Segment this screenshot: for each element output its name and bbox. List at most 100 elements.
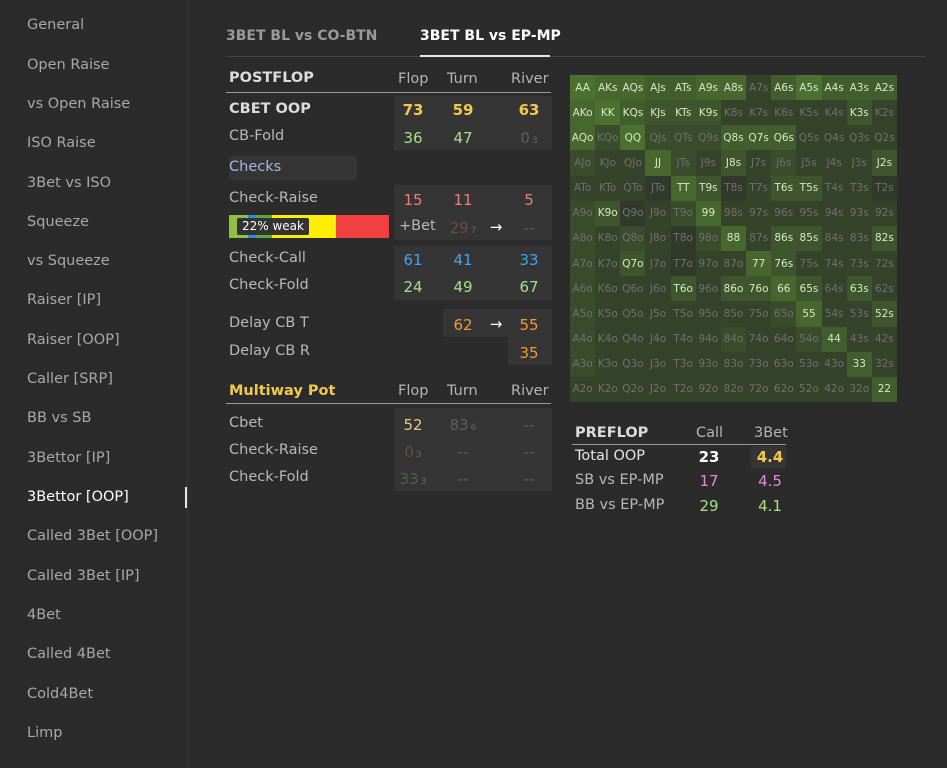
hand-cell[interactable]: A7o [570,251,596,277]
hand-cell[interactable]: J3s [846,150,872,176]
hand-cell[interactable]: Q5s [796,125,822,151]
sidebar-item-general[interactable]: General [27,17,85,33]
hand-cell[interactable]: Q4o [620,326,646,352]
sidebar-item-called-3bet-oop[interactable]: Called 3Bet [OOP] [27,528,159,544]
hand-cell[interactable]: T5s [796,175,822,201]
hand-cell[interactable]: Q9s [695,125,721,151]
hand-cell[interactable]: A5o [570,301,596,327]
hand-cell[interactable]: QJs [645,125,671,151]
hand-cell[interactable]: 82o [720,376,747,402]
hand-cell[interactable]: 98o [695,225,721,252]
hand-cell[interactable]: 42o [821,376,847,402]
hand-cell[interactable]: J7s [746,150,772,176]
tab-3bet-bl-vs-ep-mp[interactable]: 3BET BL vs EP-MP [420,28,561,44]
hand-cell[interactable]: Q3s [846,125,872,151]
hand-cell[interactable]: AQo [570,125,596,151]
sidebar-item-called-4bet[interactable]: Called 4Bet [27,646,111,662]
hand-cell[interactable]: Q5o [620,301,646,327]
hand-cell[interactable]: 42s [871,326,897,352]
hand-cell[interactable]: K2o [595,376,621,402]
hand-cell[interactable]: 52s [871,301,897,327]
hand-cell[interactable]: A4s [821,75,847,101]
hand-cell[interactable]: J2o [645,376,671,402]
hand-cell[interactable]: KQs [620,100,646,126]
sidebar-item-3bettor-ip[interactable]: 3Bettor [IP] [27,450,111,466]
hand-cell[interactable]: 33 [846,351,872,377]
hand-cell[interactable]: J8s [720,150,747,176]
hand-cell[interactable]: T7o [670,251,696,277]
hand-cell[interactable]: A8s [720,75,747,101]
hand-cell[interactable]: Q8s [720,125,747,151]
hand-cell[interactable]: ATs [670,75,696,101]
hand-cell[interactable]: 82s [871,225,897,252]
hand-cell[interactable]: 83s [846,225,872,252]
hand-cell[interactable]: A8o [570,225,596,252]
sidebar-item-vs-open-raise[interactable]: vs Open Raise [27,96,131,112]
hand-cell[interactable]: J4s [821,150,847,176]
hand-cell[interactable]: 54o [796,326,822,352]
hand-cell[interactable]: 54s [821,301,847,327]
sidebar-item-caller-srp[interactable]: Caller [SRP] [27,371,113,387]
hand-cell[interactable]: 74s [821,251,847,277]
sidebar-item-iso-raise[interactable]: ISO Raise [27,135,96,151]
hand-cell[interactable]: AKo [570,100,596,126]
hand-cell[interactable]: T4o [670,326,696,352]
hand-cell[interactable]: T7s [746,175,772,201]
hand-cell[interactable]: Q2o [620,376,646,402]
hand-cell[interactable]: T2s [871,175,897,201]
sidebar-item-4bet[interactable]: 4Bet [27,607,61,623]
hand-cell[interactable]: 63o [771,351,797,377]
hand-cell[interactable]: KTo [595,175,621,201]
hand-cell[interactable]: 62o [771,376,797,402]
hand-cell[interactable]: Q6o [620,276,646,302]
hand-cell[interactable]: J7o [645,251,671,277]
hand-cell[interactable]: 55 [796,301,822,327]
hand-cell[interactable]: Q9o [620,200,646,226]
hand-cell[interactable]: 32o [846,376,872,402]
hand-cell[interactable]: A9o [570,200,596,226]
hand-cell[interactable]: Q7s [746,125,772,151]
hand-cell[interactable]: A6o [570,276,596,302]
hand-cell[interactable]: 86s [771,225,797,252]
hand-cell[interactable]: KJo [595,150,621,176]
sidebar-item-vs-squeeze[interactable]: vs Squeeze [27,253,110,269]
hand-cell[interactable]: KK [595,100,621,126]
hand-cell[interactable]: 94s [821,200,847,226]
hand-cell[interactable]: K6o [595,276,621,302]
hand-cell[interactable]: 96o [695,276,721,302]
hand-cell[interactable]: K3s [846,100,872,126]
hand-cell[interactable]: A3o [570,351,596,377]
hand-cell[interactable]: Q3o [620,351,646,377]
hand-cell[interactable]: K5s [796,100,822,126]
hand-cell[interactable]: T8s [720,175,747,201]
hand-cell[interactable]: 77 [746,251,772,277]
hand-cell[interactable]: A3s [846,75,872,101]
hand-cell[interactable]: K3o [595,351,621,377]
hand-cell[interactable]: JJ [645,150,671,176]
hand-cell[interactable]: K6s [771,100,797,126]
hand-cell[interactable]: A2o [570,376,596,402]
sidebar-item-squeeze[interactable]: Squeeze [27,214,89,230]
hand-cell[interactable]: 66 [771,276,797,302]
hand-cell[interactable]: J5s [796,150,822,176]
hand-cell[interactable]: 43s [846,326,872,352]
hand-cell[interactable]: A5s [796,75,822,101]
hand-cell[interactable]: 75o [746,301,772,327]
hand-cell[interactable]: K7o [595,251,621,277]
hand-cell[interactable]: 94o [695,326,721,352]
hand-cell[interactable]: 87o [720,251,747,277]
hand-cell[interactable]: 84s [821,225,847,252]
hand-cell[interactable]: J2s [871,150,897,176]
hand-cell[interactable]: 75s [796,251,822,277]
hand-cell[interactable]: 92o [695,376,721,402]
hand-cell[interactable]: 76o [746,276,772,302]
hand-cell[interactable]: 98s [720,200,747,226]
hand-cell[interactable]: 22 [871,376,897,402]
hand-cell[interactable]: 97o [695,251,721,277]
hand-cell[interactable]: 53s [846,301,872,327]
hand-cell[interactable]: AJo [570,150,596,176]
hand-cell[interactable]: K8o [595,225,621,252]
hand-cell[interactable]: J3o [645,351,671,377]
sidebar-item-3bet-vs-iso[interactable]: 3Bet vs ISO [27,175,112,191]
hand-cell[interactable]: 74o [746,326,772,352]
